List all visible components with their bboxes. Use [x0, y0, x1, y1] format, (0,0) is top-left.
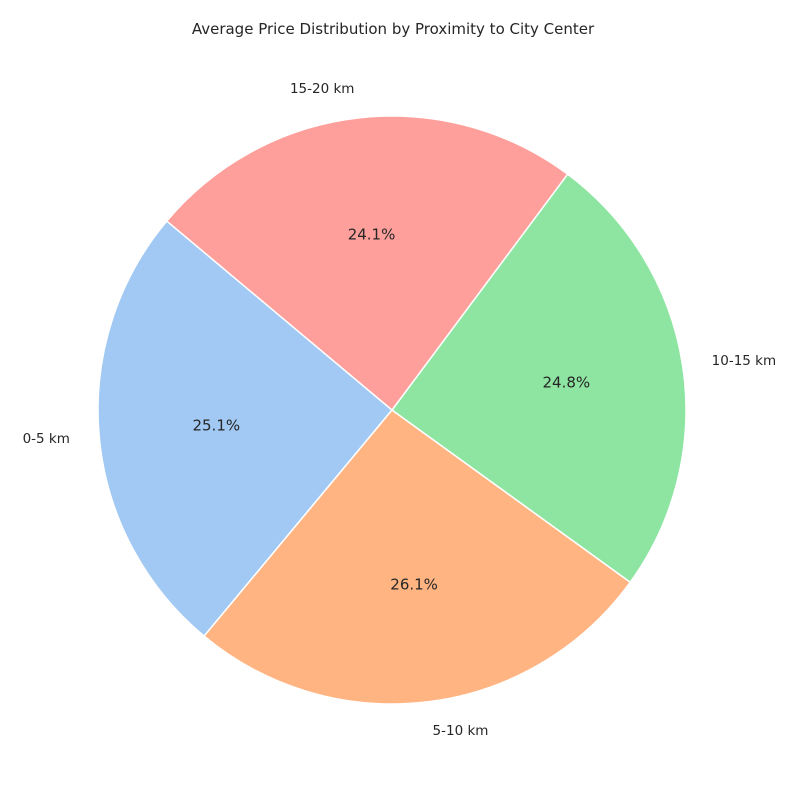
slice-label: 15-20 km — [290, 81, 355, 97]
slice-percent-label: 24.1% — [348, 225, 396, 243]
pie-slices — [97, 115, 687, 705]
pie-slice-10-15-km — [391, 173, 687, 583]
slice-label: 10-15 km — [712, 353, 777, 369]
pie-slice-5-10-km — [203, 409, 632, 705]
slice-label: 5-10 km — [433, 723, 489, 739]
slice-percent-label: 24.8% — [543, 374, 591, 392]
pie-slice-0-5-km — [97, 220, 393, 637]
chart-title: Average Price Distribution by Proximity … — [192, 20, 595, 38]
pie-slice-15-20-km — [166, 115, 569, 411]
slice-percent-label: 26.1% — [390, 576, 438, 594]
pie-labels: 0-5 km 25.1% 5-10 km 26.1% 10-15 km 24.8% 15-2… — [23, 81, 777, 739]
slice-percent-label: 25.1% — [192, 416, 240, 434]
slice-label: 0-5 km — [23, 431, 70, 447]
